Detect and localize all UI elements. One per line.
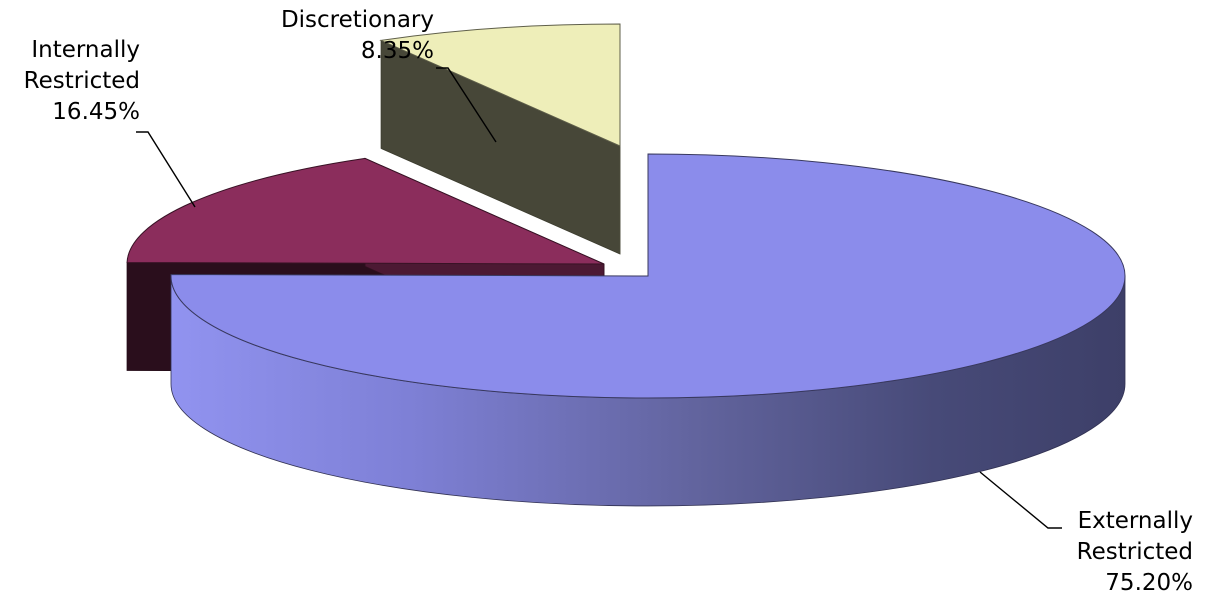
- leader-line-2: [436, 67, 497, 143]
- slice-1-label-line-1: Restricted: [24, 68, 140, 94]
- leader-lines: [136, 67, 1062, 529]
- slice-labels: Externally Restricted 75.20% Internally Rest…: [24, 7, 1193, 596]
- slice-1-label-line-0: Internally: [31, 37, 140, 63]
- slice-0-label-line-1: Restricted: [1077, 539, 1193, 565]
- slice-2-value-label: 8.35%: [361, 38, 434, 64]
- slice-2-label-line-0: Discretionary: [281, 7, 434, 33]
- slice-0-top: [170, 153, 1126, 399]
- slice-1-value-label: 16.45%: [52, 99, 140, 125]
- slice-0-label-line-0: Externally: [1078, 508, 1193, 534]
- slice-0-value-label: 75.20%: [1105, 570, 1193, 596]
- leader-line-0: [979, 471, 1062, 529]
- slice-2-top: [379, 23, 621, 147]
- leader-line-1: [136, 131, 196, 208]
- pie-tops: [126, 23, 1126, 399]
